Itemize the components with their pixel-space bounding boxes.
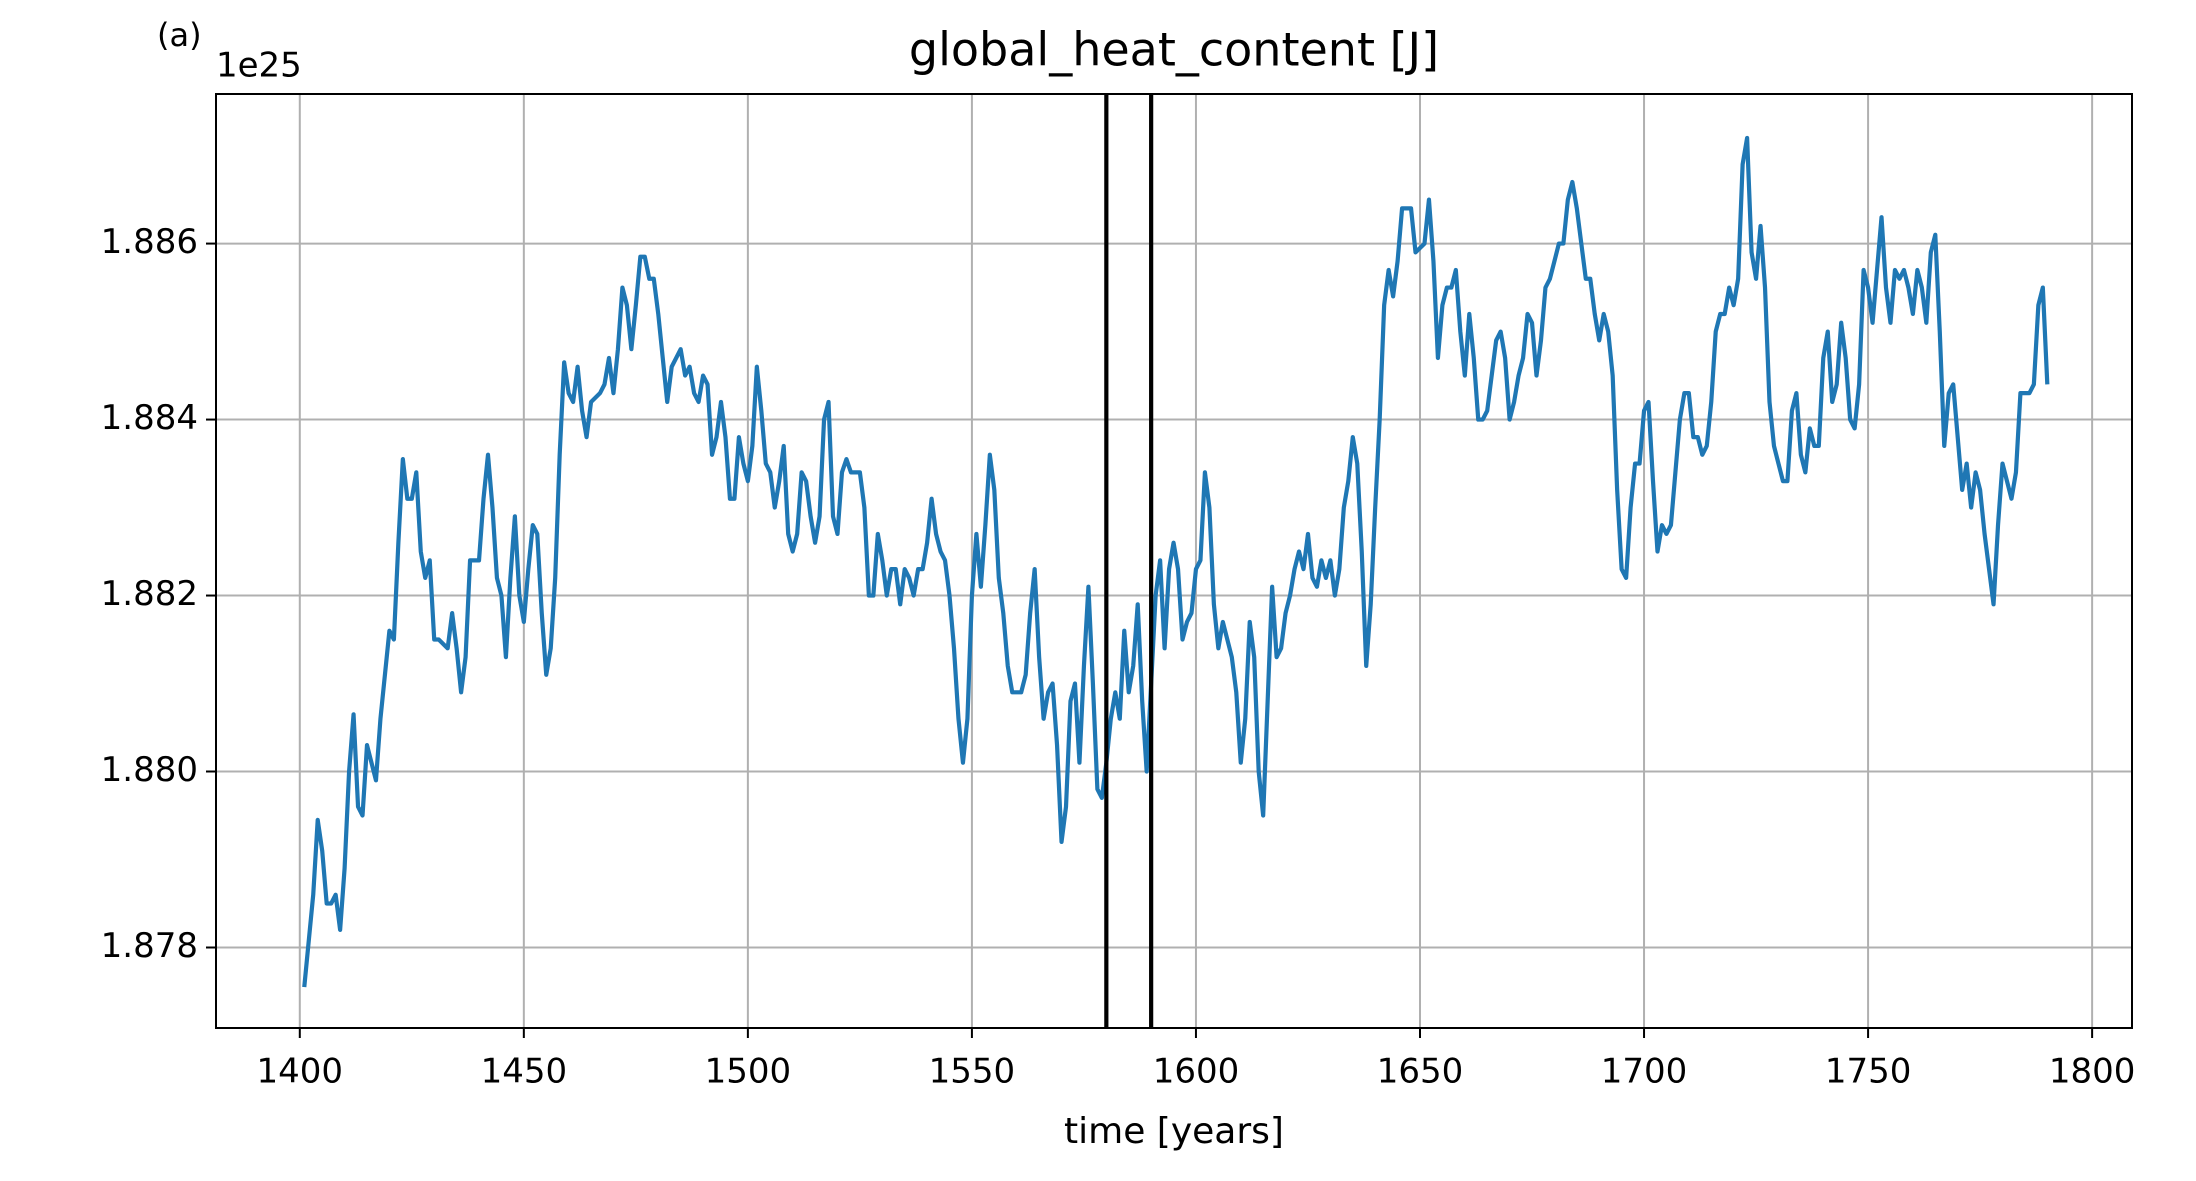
x-tick-label: 1400 [257, 1052, 344, 1092]
x-tick-label: 1700 [1601, 1052, 1688, 1092]
y-tick-label: 1.886 [101, 222, 198, 262]
chart-title: global_heat_content [J] [909, 23, 1439, 77]
y-tick-label: 1.878 [101, 926, 198, 966]
x-tick-label: 1550 [929, 1052, 1016, 1092]
x-tick-label: 1800 [2049, 1052, 2136, 1092]
x-tick-label: 1600 [1153, 1052, 1240, 1092]
data-line [302, 135, 2050, 988]
y-tick-label: 1.882 [101, 574, 198, 614]
y-tick-label: 1.884 [101, 398, 198, 438]
x-tick-label: 1650 [1377, 1052, 1464, 1092]
y-tick-label: 1.880 [101, 750, 198, 790]
plot-frame [215, 93, 2133, 1029]
offset-label: 1e25 [216, 46, 302, 86]
x-axis-label: time [years] [1064, 1111, 1284, 1152]
x-tick-label: 1500 [705, 1052, 792, 1092]
x-tick-label: 1450 [481, 1052, 568, 1092]
x-tick-label: 1750 [1825, 1052, 1912, 1092]
panel-label: (a) [157, 16, 202, 54]
